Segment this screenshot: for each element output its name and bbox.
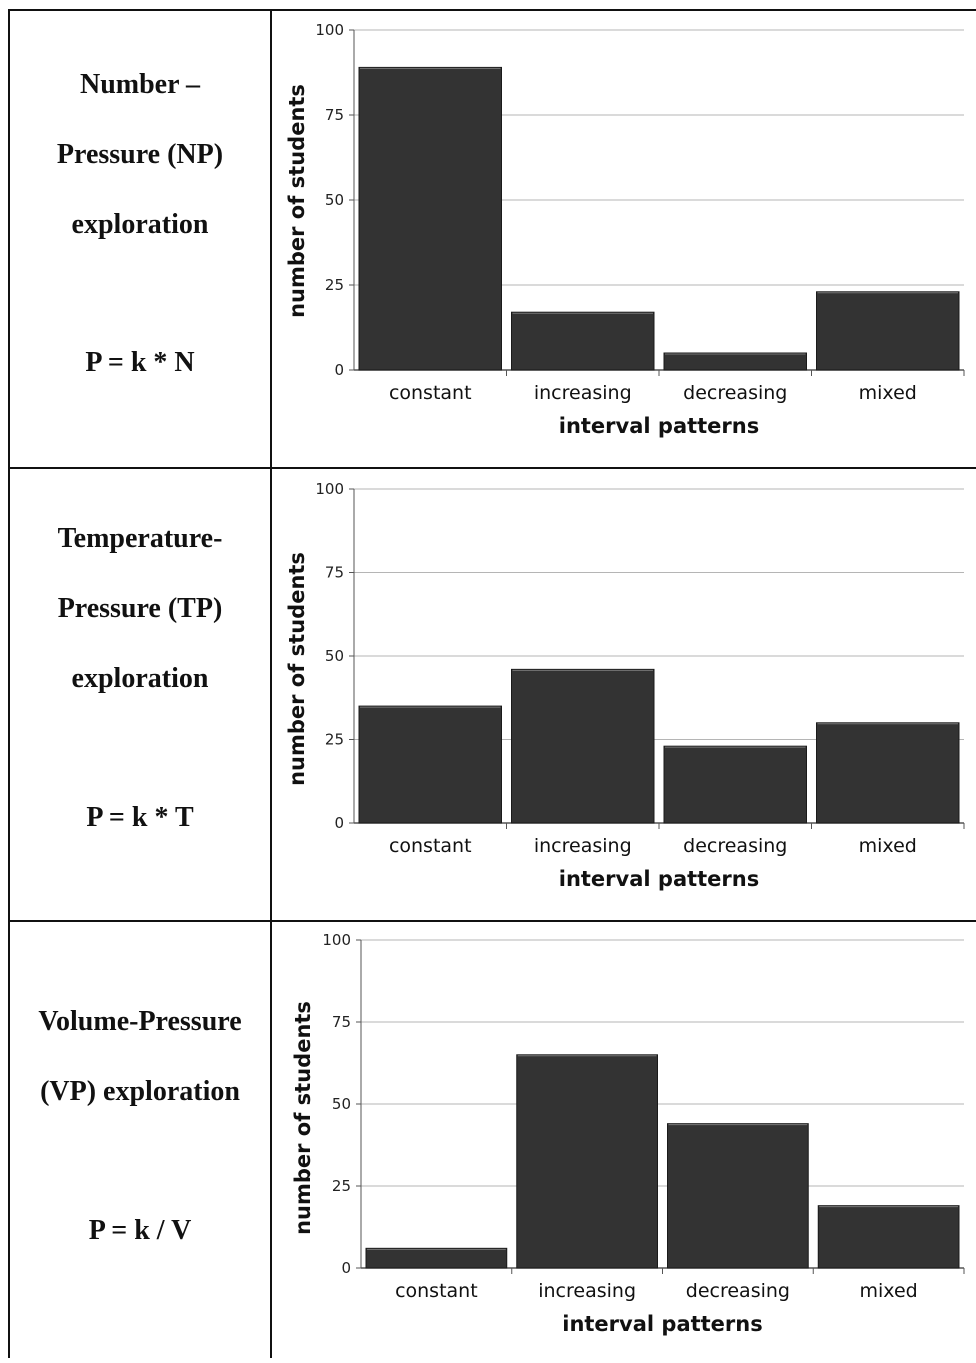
bar-mixed bbox=[816, 722, 960, 824]
bar-increasing bbox=[516, 1054, 658, 1269]
category-label: increasing bbox=[534, 382, 632, 404]
y-axis-label: number of students bbox=[291, 1001, 315, 1235]
formula: P = k / V bbox=[88, 1215, 192, 1246]
x-axis-label: interval patterns bbox=[562, 1312, 762, 1336]
label-line: Volume-Pressure bbox=[38, 1006, 242, 1037]
bar-increasing bbox=[511, 668, 655, 824]
y-tick-label: 100 bbox=[322, 931, 351, 949]
label-line: Number – bbox=[79, 69, 201, 100]
y-tick-label: 75 bbox=[332, 1013, 351, 1031]
y-axis-label: number of students bbox=[285, 552, 309, 786]
category-label: decreasing bbox=[683, 382, 787, 404]
bar-constant bbox=[358, 705, 502, 824]
bar-mixed bbox=[816, 291, 960, 371]
y-tick-label: 25 bbox=[325, 276, 344, 294]
y-tick-label: 50 bbox=[332, 1095, 351, 1113]
label-line: Temperature- bbox=[57, 523, 223, 554]
formula: P = k * T bbox=[86, 802, 194, 833]
y-tick-label: 100 bbox=[315, 480, 344, 498]
bar-chart-vp: 0 25 50 75 100 constant increasing decreasing mi… bbox=[291, 931, 965, 1336]
y-tick-label: 100 bbox=[315, 21, 344, 39]
category-label: increasing bbox=[538, 1280, 636, 1302]
y-tick-label: 50 bbox=[325, 647, 344, 665]
y-tick-label: 25 bbox=[325, 731, 344, 749]
category-label: constant bbox=[395, 1280, 478, 1302]
bar-increasing bbox=[511, 311, 655, 371]
bar-mixed bbox=[817, 1205, 960, 1269]
row-divider-2 bbox=[8, 920, 976, 922]
figure-frame: Number – Pressure (NP) exploration P = k… bbox=[8, 9, 976, 1358]
label-line: exploration bbox=[71, 209, 209, 240]
category-label: mixed bbox=[860, 1280, 918, 1302]
label-line: (VP) exploration bbox=[40, 1076, 240, 1107]
panel-label-tp: Temperature- Pressure (TP) exploration P… bbox=[10, 469, 270, 920]
category-label: decreasing bbox=[686, 1280, 790, 1302]
y-tick-label: 0 bbox=[334, 814, 344, 832]
bar-decreasing bbox=[663, 745, 807, 824]
column-divider bbox=[270, 9, 272, 1358]
label-line: exploration bbox=[71, 663, 209, 694]
panel-vp: Volume-Pressure (VP) exploration P = k /… bbox=[8, 922, 976, 1358]
bar-constant bbox=[358, 66, 502, 371]
bar-decreasing bbox=[663, 352, 807, 371]
y-tick-label: 0 bbox=[341, 1259, 351, 1277]
x-axis-label: interval patterns bbox=[559, 867, 759, 891]
y-axis-label: number of students bbox=[285, 84, 309, 318]
panel-label-vp: Volume-Pressure (VP) exploration P = k /… bbox=[10, 922, 270, 1358]
y-tick-label: 75 bbox=[325, 564, 344, 582]
panel-label-np: Number – Pressure (NP) exploration P = k… bbox=[10, 11, 270, 467]
category-label: increasing bbox=[534, 835, 632, 857]
label-line: Pressure (NP) bbox=[56, 139, 224, 170]
category-label: mixed bbox=[859, 382, 917, 404]
category-label: constant bbox=[389, 382, 472, 404]
y-tick-label: 75 bbox=[325, 106, 344, 124]
panel-tp: Temperature- Pressure (TP) exploration P… bbox=[8, 469, 976, 920]
category-label: mixed bbox=[859, 835, 917, 857]
y-tick-label: 50 bbox=[325, 191, 344, 209]
y-tick-label: 0 bbox=[334, 361, 344, 379]
x-axis-label: interval patterns bbox=[559, 414, 759, 438]
bar-chart-tp: 0 25 50 75 100 constant increasing decreasing mi… bbox=[285, 480, 965, 891]
label-line: Pressure (TP) bbox=[57, 593, 223, 624]
category-label: decreasing bbox=[683, 835, 787, 857]
formula: P = k * N bbox=[85, 347, 195, 378]
bar-decreasing bbox=[667, 1123, 809, 1269]
row-divider-1 bbox=[8, 467, 976, 469]
panel-np: Number – Pressure (NP) exploration P = k… bbox=[8, 11, 976, 467]
frame-top-border bbox=[8, 9, 976, 11]
bar-constant bbox=[365, 1247, 508, 1269]
bar-chart-np: 0 25 50 75 100 constant increasing decreasing mi… bbox=[285, 21, 965, 438]
frame-left-border bbox=[8, 9, 10, 1358]
y-tick-label: 25 bbox=[332, 1177, 351, 1195]
category-label: constant bbox=[389, 835, 472, 857]
